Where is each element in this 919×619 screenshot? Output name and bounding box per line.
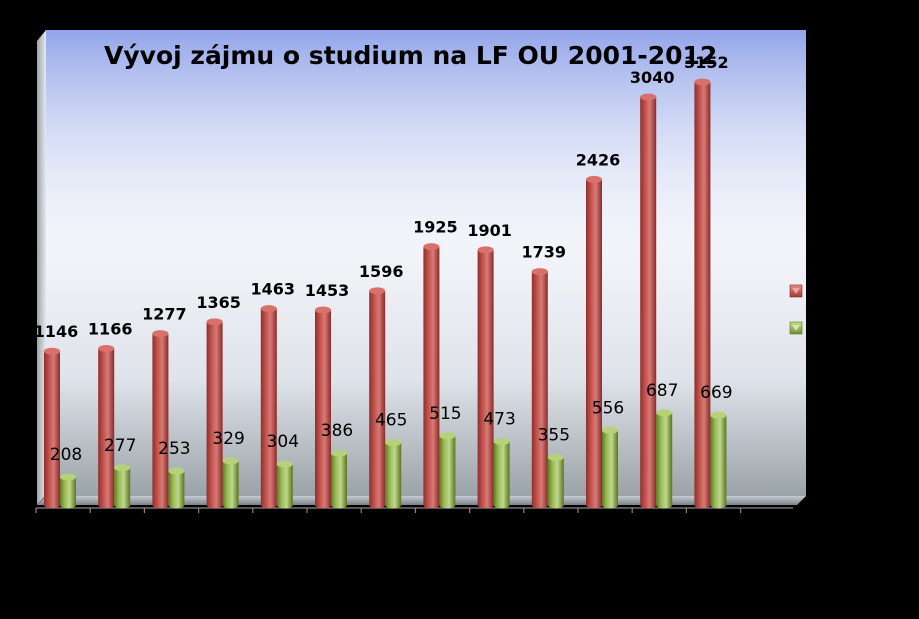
- bar-red: [531, 268, 548, 509]
- data-label-red: 1463: [251, 280, 296, 299]
- bar-red: [206, 318, 223, 509]
- bar-green: [276, 460, 293, 509]
- bar-green: [710, 411, 727, 509]
- bar-green: [168, 467, 185, 509]
- bar-green: [493, 438, 510, 509]
- legend-marker-red: [789, 284, 803, 298]
- data-label-red: 1365: [196, 293, 241, 312]
- bar-green: [547, 453, 564, 509]
- bars: [44, 78, 727, 509]
- side-wall: [37, 30, 46, 505]
- bar-red: [694, 78, 711, 509]
- plot-area: [37, 30, 806, 505]
- data-label-red: 3040: [630, 68, 675, 87]
- bar-red: [44, 347, 60, 509]
- bar-red: [152, 330, 169, 509]
- data-label-red: 1146: [34, 322, 79, 341]
- data-label-green: 329: [212, 429, 244, 449]
- data-labels: 1146 1166 1277 1365 1463 1453 1596 1925 1901 1739…: [34, 53, 733, 465]
- data-label-red: 1596: [359, 262, 404, 281]
- legend-marker-green: [789, 321, 803, 335]
- bar-red: [315, 306, 331, 509]
- data-label-green: 515: [429, 404, 461, 424]
- data-label-green: 304: [267, 432, 299, 452]
- data-label-red: 2426: [576, 150, 621, 169]
- data-label-green: 687: [646, 381, 678, 401]
- data-label-green: 208: [50, 445, 82, 465]
- data-label-green: 465: [375, 411, 407, 431]
- bar-green: [385, 439, 402, 509]
- bar-green: [60, 473, 76, 509]
- data-label-red: 1739: [522, 243, 567, 262]
- data-label-red: 3152: [684, 53, 729, 72]
- bar-red: [369, 287, 386, 509]
- bar-green: [331, 449, 347, 509]
- bar-red: [260, 305, 277, 509]
- data-label-red: 1453: [305, 281, 350, 300]
- data-label-green: 386: [321, 421, 353, 441]
- floor: [37, 496, 806, 505]
- data-label-green: 556: [592, 398, 624, 418]
- data-label-green: 355: [538, 425, 570, 445]
- chart-title: Vývoj zájmu o studium na LF OU 2001-2012: [104, 41, 717, 70]
- legend: [789, 284, 803, 335]
- data-label-red: 1277: [142, 305, 187, 324]
- bar-green: [114, 464, 131, 509]
- data-label-green: 253: [158, 439, 190, 459]
- bar-red: [98, 345, 115, 509]
- bar-green: [602, 426, 618, 509]
- data-label-green: 669: [700, 383, 732, 403]
- x-axis: [35, 507, 793, 513]
- bar-red: [477, 246, 494, 509]
- bar-green: [656, 409, 673, 509]
- data-label-red: 1166: [88, 320, 133, 339]
- data-label-red: 1925: [413, 218, 458, 237]
- bar-red: [586, 175, 602, 509]
- bar-red: [423, 243, 440, 509]
- bar-red: [640, 93, 657, 509]
- data-label-red: 1901: [467, 221, 512, 240]
- bar-green: [222, 457, 239, 509]
- data-label-green: 277: [104, 436, 136, 456]
- bar-green: [439, 432, 456, 509]
- data-label-green: 473: [483, 410, 515, 430]
